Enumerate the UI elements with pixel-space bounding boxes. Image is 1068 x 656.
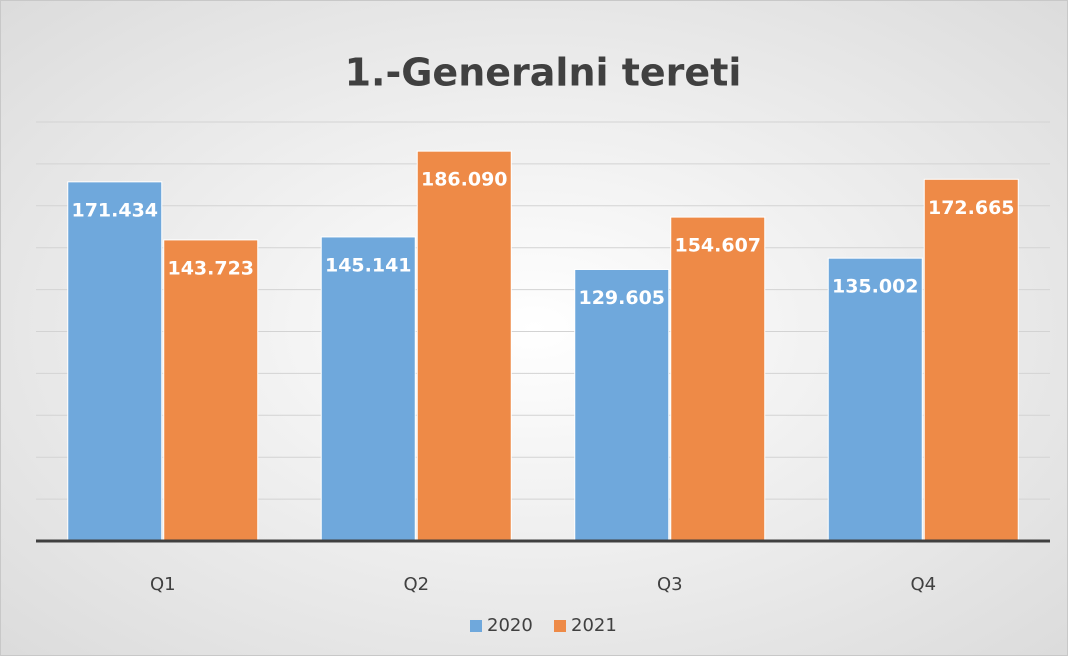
data-label: 172.665 <box>928 197 1015 219</box>
bar <box>320 236 416 542</box>
x-tick-label: Q4 <box>910 574 936 595</box>
data-label: 171.434 <box>71 199 158 221</box>
data-label: 186.090 <box>421 169 508 191</box>
bars <box>67 150 1019 542</box>
data-label: 135.002 <box>832 276 919 298</box>
data-label: 154.607 <box>674 235 761 257</box>
legend-label: 2020 <box>487 615 533 636</box>
data-label: 145.141 <box>325 254 412 276</box>
x-tick-label: Q2 <box>403 574 429 595</box>
bar <box>827 257 923 542</box>
bar <box>416 150 512 542</box>
data-label: 129.605 <box>578 287 665 309</box>
legend-label: 2021 <box>571 615 617 636</box>
labels: Q1 171.434 143.723 Q2 145.141 186.090 Q3 129.60… <box>71 169 1014 636</box>
bar <box>574 268 670 542</box>
bar <box>163 239 259 542</box>
chart-title: 1.-Generalni tereti <box>345 51 742 95</box>
bar <box>923 178 1019 542</box>
x-tick-label: Q3 <box>657 574 683 595</box>
legend-swatch <box>554 620 566 632</box>
x-tick-label: Q1 <box>150 574 176 595</box>
bar <box>670 216 766 542</box>
data-label: 143.723 <box>167 257 254 279</box>
bar <box>67 181 163 542</box>
legend-swatch <box>470 620 482 632</box>
